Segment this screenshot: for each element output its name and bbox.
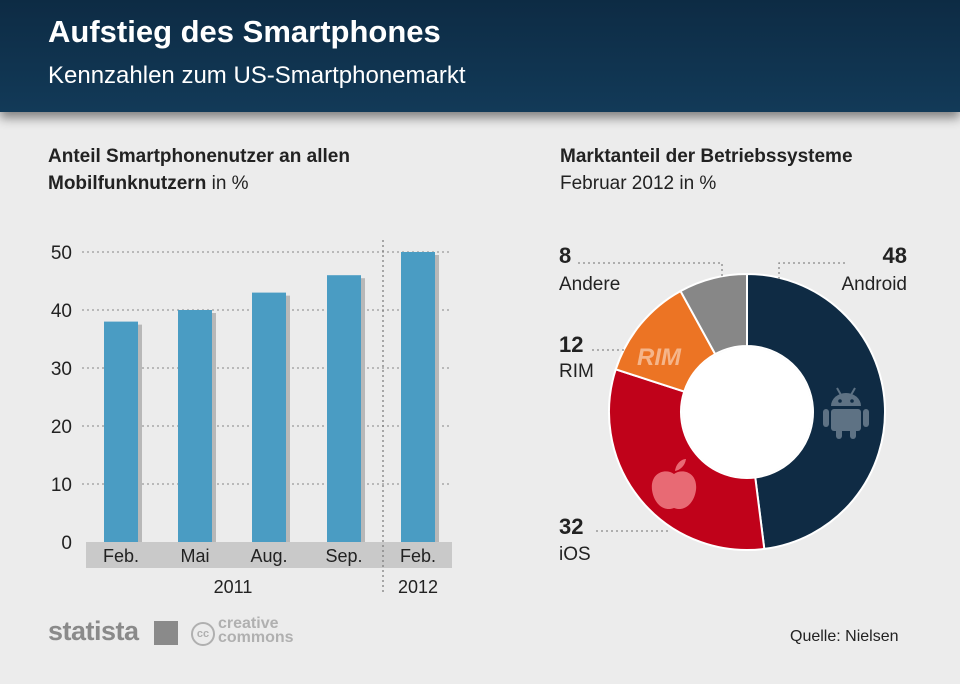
donut-slice-ios	[608, 368, 766, 551]
android-arm-right	[863, 409, 869, 427]
donut-slice-andere	[679, 272, 748, 356]
x-tick-label-1: Mai	[180, 546, 209, 566]
android-eye-right	[850, 399, 854, 403]
pie-chart-title-bold: Marktanteil der Betriebssysteme	[560, 146, 853, 167]
android-body	[831, 409, 861, 431]
donut-hole	[682, 347, 812, 477]
cc-line-1: creative	[218, 615, 279, 632]
leader-line-android	[778, 262, 845, 279]
y-tick-label-40: 40	[51, 301, 72, 322]
x-axis-band	[86, 542, 452, 568]
apple-icon	[651, 459, 697, 510]
y-tick-label-10: 10	[51, 475, 72, 496]
creative-commons-label: creative commons	[218, 615, 294, 646]
value-label-android: 48	[883, 243, 907, 268]
android-icon	[823, 387, 869, 439]
value-label-rim: 12	[559, 332, 583, 357]
category-label-ios: iOS	[559, 544, 591, 565]
y-tick-label-30: 30	[51, 359, 72, 380]
category-label-andere: Andere	[559, 274, 620, 295]
android-leg-right	[850, 428, 856, 439]
source-note: Quelle: Nielsen	[790, 628, 899, 645]
bar-chart-title-unit: in %	[206, 173, 249, 194]
bar-chart-title: Anteil Smartphonenutzer an allen Mobilfu…	[48, 143, 448, 197]
group-label-2011: 2011	[214, 577, 253, 597]
page-title: Aufstieg des Smartphones	[48, 14, 441, 49]
apple-leaf	[675, 459, 686, 471]
x-tick-label-3: Sep.	[325, 546, 362, 566]
category-label-android: Android	[842, 274, 908, 295]
statista-logo: statista	[48, 616, 139, 646]
bar-4	[401, 252, 435, 542]
value-label-andere: 8	[559, 243, 571, 268]
group-label-2012: 2012	[398, 577, 438, 597]
x-tick-label-4: Feb.	[400, 546, 436, 566]
value-label-ios: 32	[559, 514, 583, 539]
creative-commons-icon: cc	[191, 622, 215, 646]
android-eye-left	[838, 399, 842, 403]
rim-logo: RIM	[637, 344, 682, 371]
android-head	[831, 393, 861, 406]
android-leg-left	[836, 428, 842, 439]
y-tick-label-0: 0	[61, 533, 72, 554]
statista-logo-mark-icon	[154, 621, 178, 645]
bar-2	[252, 292, 286, 542]
y-tick-label-20: 20	[51, 417, 72, 438]
bar-0	[104, 321, 138, 542]
bar-3	[327, 275, 361, 542]
android-arm-left	[823, 409, 829, 427]
page-subtitle: Kennzahlen zum US-Smartphonemarkt	[48, 62, 466, 89]
header-banner: Aufstieg des Smartphones Kennzahlen zum …	[0, 0, 960, 112]
x-tick-label-2: Aug.	[250, 546, 287, 566]
apple-body	[651, 471, 697, 510]
x-tick-label-0: Feb.	[103, 546, 139, 566]
pie-chart-title: Marktanteil der Betriebssysteme Februar 2…	[560, 143, 940, 197]
bar-1	[178, 310, 212, 542]
cc-line-2: commons	[218, 629, 294, 646]
y-tick-label-50: 50	[51, 243, 72, 264]
android-antenna-right	[850, 387, 856, 396]
category-label-rim: RIM	[559, 361, 594, 382]
android-antenna-left	[836, 387, 842, 396]
donut-slice-android	[746, 272, 886, 551]
bar-chart-title-bold: Anteil Smartphonenutzer an allen Mobilfu…	[48, 146, 350, 194]
pie-chart-subtitle: Februar 2012 in %	[560, 173, 717, 194]
